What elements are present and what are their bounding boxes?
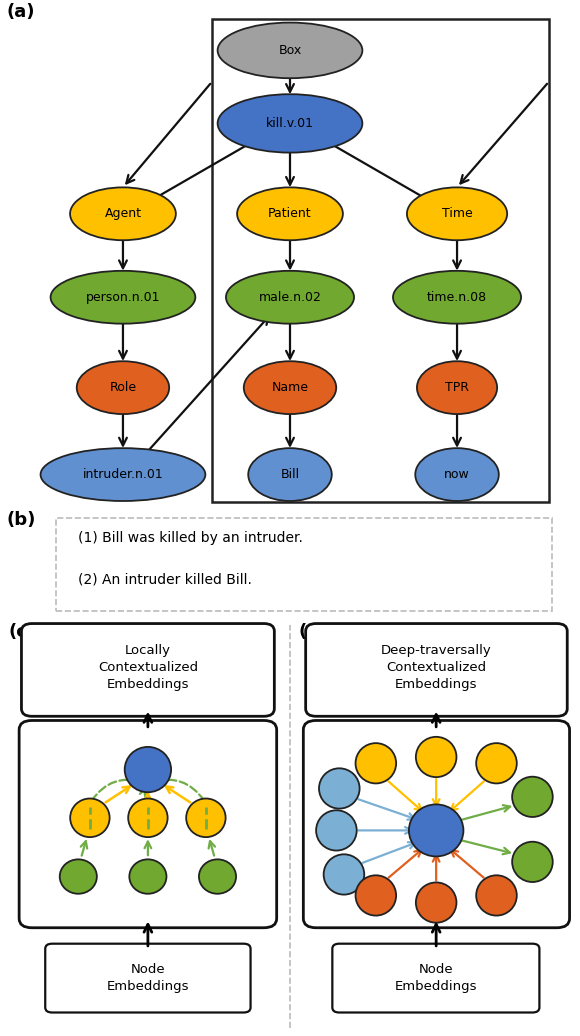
Text: (2) An intruder killed Bill.: (2) An intruder killed Bill. xyxy=(78,573,252,587)
Ellipse shape xyxy=(60,859,97,894)
Text: now: now xyxy=(444,468,470,481)
Text: time.n.08: time.n.08 xyxy=(427,291,487,304)
Ellipse shape xyxy=(512,841,553,882)
Ellipse shape xyxy=(70,188,176,240)
Text: Role: Role xyxy=(110,381,136,394)
Text: TPR: TPR xyxy=(445,381,469,394)
Ellipse shape xyxy=(226,270,354,323)
Ellipse shape xyxy=(186,799,226,837)
Ellipse shape xyxy=(199,859,236,894)
FancyBboxPatch shape xyxy=(21,624,274,716)
Text: (a): (a) xyxy=(6,3,35,21)
Ellipse shape xyxy=(128,799,168,837)
Ellipse shape xyxy=(416,883,456,923)
Ellipse shape xyxy=(218,23,362,78)
Text: intruder.n.01: intruder.n.01 xyxy=(82,468,164,481)
Ellipse shape xyxy=(70,799,110,837)
Ellipse shape xyxy=(417,362,497,414)
Ellipse shape xyxy=(125,747,171,793)
Text: (d): (d) xyxy=(299,623,328,640)
FancyBboxPatch shape xyxy=(19,720,277,928)
Text: Node
Embeddings: Node Embeddings xyxy=(395,963,477,994)
Text: Time: Time xyxy=(441,207,473,221)
Text: Bill: Bill xyxy=(281,468,299,481)
Text: male.n.02: male.n.02 xyxy=(259,291,321,304)
Ellipse shape xyxy=(316,810,357,851)
FancyBboxPatch shape xyxy=(332,944,539,1012)
Text: (c): (c) xyxy=(9,623,36,640)
Ellipse shape xyxy=(512,777,553,817)
Text: (1) Bill was killed by an intruder.: (1) Bill was killed by an intruder. xyxy=(78,531,303,546)
Ellipse shape xyxy=(356,875,396,916)
Ellipse shape xyxy=(416,737,456,777)
Ellipse shape xyxy=(415,449,499,501)
Ellipse shape xyxy=(237,188,343,240)
Ellipse shape xyxy=(218,94,362,152)
Ellipse shape xyxy=(319,769,360,808)
Text: Locally
Contextualized
Embeddings: Locally Contextualized Embeddings xyxy=(98,644,198,691)
Ellipse shape xyxy=(248,449,332,501)
Ellipse shape xyxy=(476,875,517,916)
Ellipse shape xyxy=(407,188,507,240)
Ellipse shape xyxy=(50,270,195,323)
Ellipse shape xyxy=(476,743,517,783)
Text: Patient: Patient xyxy=(268,207,312,221)
FancyBboxPatch shape xyxy=(303,720,570,928)
Ellipse shape xyxy=(356,743,396,783)
FancyBboxPatch shape xyxy=(45,944,251,1012)
Ellipse shape xyxy=(393,270,521,323)
Text: Deep-traversally
Contextualized
Embeddings: Deep-traversally Contextualized Embeddin… xyxy=(381,644,491,691)
Text: Agent: Agent xyxy=(104,207,142,221)
Text: Node
Embeddings: Node Embeddings xyxy=(107,963,189,994)
Text: person.n.01: person.n.01 xyxy=(86,291,160,304)
Ellipse shape xyxy=(409,804,463,857)
Ellipse shape xyxy=(324,855,364,895)
Text: Name: Name xyxy=(271,381,309,394)
Ellipse shape xyxy=(77,362,169,414)
Text: (b): (b) xyxy=(6,511,35,528)
Ellipse shape xyxy=(41,449,205,501)
FancyBboxPatch shape xyxy=(306,624,567,716)
Ellipse shape xyxy=(244,362,336,414)
Ellipse shape xyxy=(129,859,166,894)
Text: kill.v.01: kill.v.01 xyxy=(266,117,314,130)
Text: Box: Box xyxy=(278,44,302,57)
